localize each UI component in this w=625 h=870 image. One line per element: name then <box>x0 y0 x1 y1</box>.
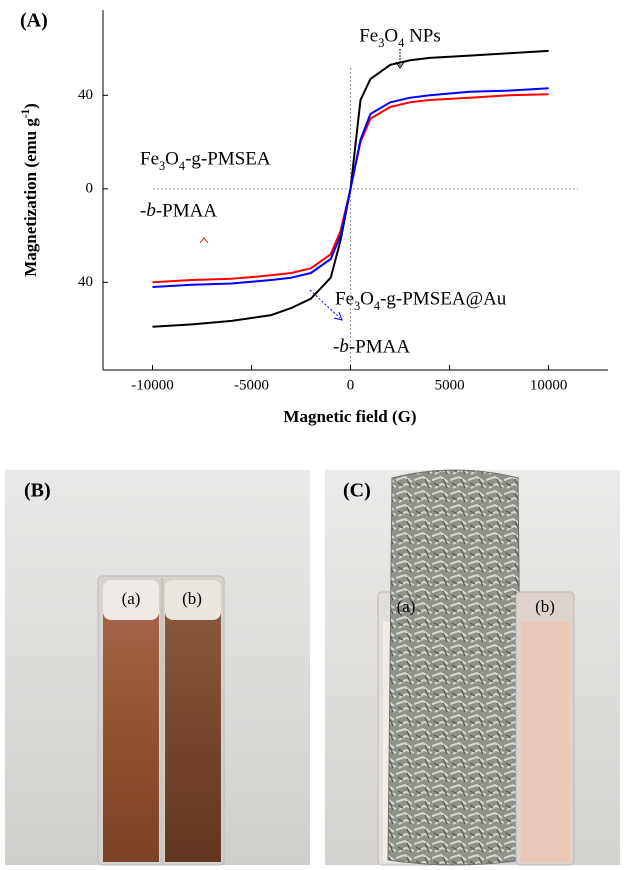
panel-label: (A) <box>20 10 48 32</box>
photo-b: (B) (a) (b) <box>5 470 310 865</box>
panel-label: (C) <box>343 480 371 502</box>
series-label: -b-PMAA <box>140 200 217 221</box>
cuvette-label: (b) <box>182 589 202 608</box>
x-tick-label: 10000 <box>530 377 568 393</box>
cuvette-label: (a) <box>397 597 416 616</box>
series-label: Fe3O4-g-PMSEA@Au <box>335 288 507 312</box>
x-tick-label: 0 <box>347 377 355 393</box>
y-axis-label: Magnetization (emu g-1) <box>20 103 40 277</box>
series-label: Fe3O4 NPs <box>359 25 441 49</box>
cuvette-label: (a) <box>122 589 141 608</box>
x-tick-label: -5000 <box>234 377 269 393</box>
photo-c: (C) (a) (b) <box>325 470 620 865</box>
y-tick-label: 40 <box>78 87 93 103</box>
series-label: -b-PMAA <box>333 336 410 357</box>
x-axis-label: Magnetic field (G) <box>283 407 416 426</box>
x-tick-label: 5000 <box>435 377 465 393</box>
series-label: Fe3O4-g-PMSEA <box>140 148 271 172</box>
y-tick-label: 0 <box>86 180 94 196</box>
panel-label: (B) <box>24 480 51 502</box>
x-tick-label: -10000 <box>131 377 174 393</box>
cuvette-label: (b) <box>535 597 555 616</box>
y-tick-label: 40 <box>78 274 93 290</box>
figure: (B) (a) (b) (C) (a) (b) (A) Magnetic fie… <box>0 0 625 870</box>
